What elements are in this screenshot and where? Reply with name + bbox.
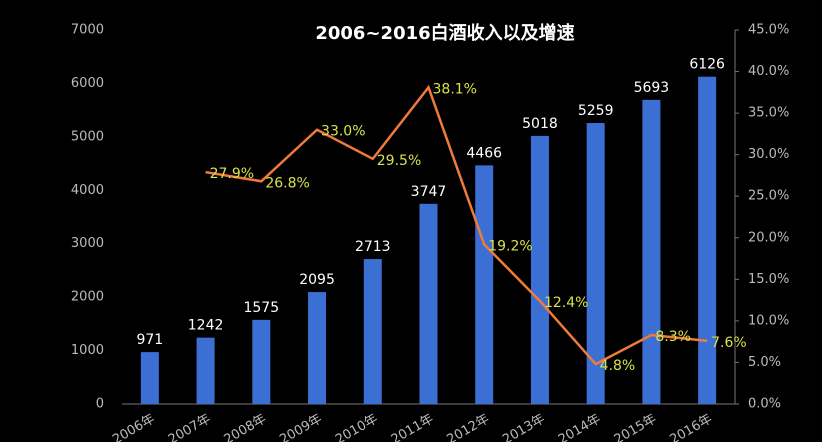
- bar-value-label: 5259: [578, 103, 614, 119]
- y-tick-label: 1000: [71, 343, 104, 358]
- bar-value-label: 971: [136, 332, 163, 348]
- line-value-label: 29.5%: [377, 153, 421, 169]
- x-tick-label: 2009年: [277, 412, 324, 442]
- line-value-label: 12.4%: [544, 295, 588, 311]
- y-tick-label: 3000: [71, 236, 104, 251]
- x-tick-label: 2016年: [667, 412, 714, 442]
- line-value-label: 8.3%: [655, 329, 691, 345]
- line-value-label: 38.1%: [433, 81, 477, 97]
- y2-tick-label: 35.0%: [748, 106, 789, 121]
- line-value-label: 27.9%: [210, 166, 254, 182]
- x-tick-label: 2007年: [166, 412, 213, 442]
- bar: [642, 99, 661, 404]
- chart-title: 2006~2016白酒收入以及增速: [315, 22, 574, 44]
- bar-value-label: 1242: [188, 318, 224, 334]
- bar-value-label: 1575: [243, 300, 279, 316]
- bar: [308, 292, 327, 404]
- y-tick-label: 0: [96, 397, 104, 412]
- y2-tick-label: 45.0%: [748, 23, 789, 38]
- bar: [475, 165, 494, 404]
- bar: [140, 352, 159, 404]
- x-tick-label: 2015年: [612, 412, 659, 442]
- bar: [196, 337, 215, 404]
- y2-tick-label: 15.0%: [748, 272, 789, 287]
- y2-tick-label: 0.0%: [748, 397, 781, 412]
- y2-tick-label: 25.0%: [748, 189, 789, 204]
- line-value-label: 4.8%: [600, 358, 636, 374]
- bar: [698, 76, 717, 405]
- x-tick-label: 2008年: [222, 412, 269, 442]
- bar-value-label: 5018: [522, 116, 558, 132]
- x-tick-label: 2006年: [110, 412, 157, 442]
- y-tick-label: 6000: [71, 76, 104, 91]
- bar: [586, 123, 605, 405]
- bar-value-label: 3747: [411, 184, 447, 200]
- y-tick-label: 5000: [71, 129, 104, 144]
- x-tick-label: 2012年: [445, 412, 492, 442]
- bar-value-label: 2095: [299, 272, 335, 288]
- y2-tick-label: 5.0%: [748, 355, 781, 370]
- bar-value-label: 5693: [634, 80, 670, 96]
- y2-tick-label: 10.0%: [748, 313, 789, 328]
- line-value-label: 19.2%: [488, 238, 532, 254]
- line-value-label: 33.0%: [321, 124, 365, 140]
- bar: [363, 259, 382, 404]
- bar-value-label: 6126: [689, 57, 725, 73]
- bar-value-label: 2713: [355, 239, 391, 255]
- y-tick-label: 2000: [71, 290, 104, 305]
- bar-value-label: 4466: [466, 145, 502, 161]
- bar: [530, 135, 549, 404]
- y2-tick-label: 30.0%: [748, 147, 789, 162]
- line: [205, 84, 708, 366]
- line-value-label: 7.6%: [711, 335, 747, 351]
- y-tick-label: 7000: [71, 23, 104, 38]
- bar: [419, 203, 438, 404]
- x-tick-label: 2011年: [389, 412, 436, 442]
- y2-tick-label: 20.0%: [748, 230, 789, 245]
- bar: [252, 319, 271, 404]
- x-tick-label: 2010年: [333, 412, 380, 442]
- x-tick-label: 2013年: [500, 412, 547, 442]
- y-tick-label: 4000: [71, 183, 104, 198]
- y2-tick-label: 40.0%: [748, 64, 789, 79]
- x-tick-label: 2014年: [556, 412, 603, 442]
- line-value-label: 26.8%: [265, 175, 309, 191]
